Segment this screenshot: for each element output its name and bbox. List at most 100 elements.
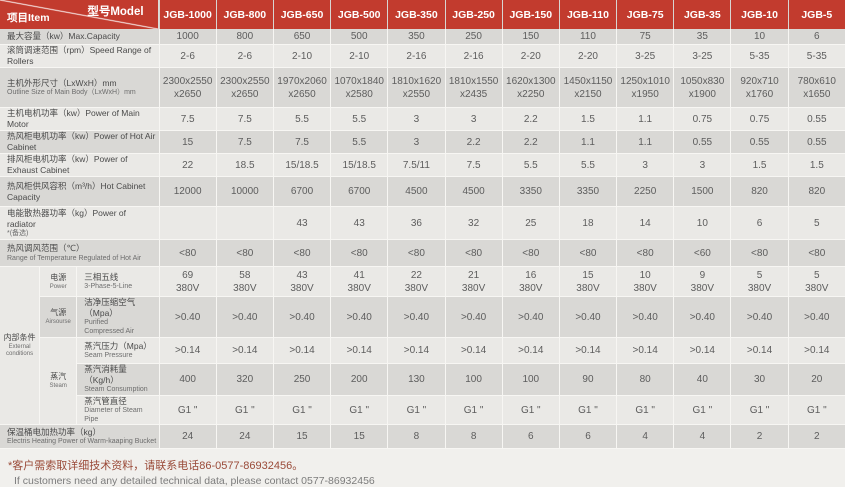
spec-cell: 1970x2060 x2650 [272, 68, 331, 109]
spec-cell: >0.14 [215, 337, 273, 364]
spec-cell [215, 207, 273, 241]
table-row: 气源 Airsourse 洁净压缩空气（Mpa） Purified Compressed… [0, 297, 845, 338]
row-label-line: 保温桶电加热功率（kg） [7, 426, 101, 437]
spec-cell: >0.14 [730, 337, 788, 364]
spec-cell: 1450x1150 x2150 [558, 68, 617, 109]
spec-cell: 2300x2550 x2650 [158, 68, 216, 109]
spec-cell: >0.14 [272, 337, 331, 364]
model-header: JGB-650 [272, 0, 331, 29]
model-header: JGB-35 [673, 0, 731, 29]
model-header: JGB-5 [787, 0, 845, 29]
spec-cell: >0.40 [558, 297, 617, 338]
spec-cell: 1500 [673, 177, 731, 208]
model-header: JGB-250 [444, 0, 502, 29]
spec-cell: <80 [616, 240, 674, 268]
row-label: 滚筒调速范围（rpm）Speed Range of Rollers [0, 45, 159, 69]
spec-cell: 1.1 [616, 108, 674, 132]
spec-cell: 0.55 [673, 131, 731, 155]
spec-cell: <80 [444, 240, 502, 268]
spec-cell: G1 " [158, 395, 216, 426]
spec-cell: 4 [673, 425, 731, 450]
spec-cell: 820 [787, 177, 845, 208]
spec-cell: 21 380V [444, 267, 502, 298]
table-row: 保温桶电加热功率（kg） Electris Heating Power of Wa… [0, 425, 845, 450]
spec-cell: 7.5/11 [387, 154, 445, 178]
row-label-line: Purified [84, 319, 108, 327]
spec-cell: G1 " [215, 395, 273, 426]
spec-cell: 22 [158, 154, 216, 178]
spec-cell: 15 [158, 131, 216, 155]
row-label: 电能散热器功率（kg）Power of radiator *(备选) [0, 207, 159, 241]
spec-cell: >0.14 [330, 337, 388, 364]
spec-cell: 0.55 [787, 108, 845, 132]
row-label: 最大容量（kw）Max.Capacity [0, 29, 159, 45]
spec-cell: 2-6 [215, 45, 273, 69]
spec-cell: >0.40 [272, 297, 331, 338]
spec-cell: <80 [330, 240, 388, 268]
spec-cell: 100 [444, 363, 502, 396]
spec-cell: 69 380V [158, 267, 216, 298]
spec-cell: <80 [730, 240, 788, 268]
row-label-line: 主机电机功率（kw）Power of Main Motor [7, 108, 140, 130]
spec-cell: 4500 [387, 177, 445, 208]
row-label-line: Steam Consumption [84, 386, 148, 394]
spec-cell: 24 [158, 425, 216, 450]
spec-cell: 5.5 [330, 108, 388, 132]
spec-cell: 0.55 [787, 131, 845, 155]
table-row: 蒸汽消耗量（Kg/h） Steam Consumption 400 320 250 200… [0, 363, 845, 396]
group-cell-internal-conditions: 内部条件 External conditions [0, 267, 41, 426]
spec-cell: 3-25 [673, 45, 731, 69]
spec-cell: >0.14 [558, 337, 617, 364]
spec-cell: 1.5 [730, 154, 788, 178]
spec-cell: 5 380V [787, 267, 845, 298]
row-label-line: Outline Size of Main Body（LxWxH）mm [7, 88, 136, 96]
model-header-row: 型号Model 项目Item JGB-1000 JGB-800 JGB-650 JGB… [0, 0, 845, 29]
spec-cell: >0.14 [387, 337, 445, 364]
spec-cell: 40 [673, 363, 731, 396]
subgroup-cell: 电源 Power [40, 267, 78, 298]
subgroup-cell: 蒸汽 Steam [40, 337, 78, 426]
model-header: JGB-500 [330, 0, 388, 29]
model-header: JGB-350 [387, 0, 445, 29]
spec-cell: 5-35 [787, 45, 845, 69]
row-label-line: 洁净压缩空气（Mpa） [84, 297, 136, 319]
spec-cell: 1810x1550 x2435 [444, 68, 502, 109]
table-row: 热风调风范围（℃） Range of Temperature Regulated … [0, 240, 845, 268]
table-row: 蒸汽管直径 Diameter of Steam Pipe G1 " G1 " G1 " G1… [0, 395, 845, 426]
spec-cell: 36 [387, 207, 445, 241]
spec-cell: 1050x830 x1900 [673, 68, 731, 109]
footer-note-english: If customers need any detailed technical… [14, 475, 375, 487]
corner-header-cell: 型号Model 项目Item [0, 0, 159, 29]
spec-cell: 5-35 [730, 45, 788, 69]
spec-cell: 80 [616, 363, 674, 396]
spec-cell: <80 [787, 240, 845, 268]
spec-cell: G1 " [387, 395, 445, 426]
group-label-zh: 电源 [50, 272, 67, 282]
table-row: 主机外形尺寸（LxWxH）mm Outline Size of Main Body… [0, 68, 845, 109]
spec-cell: G1 " [730, 395, 788, 426]
model-header: JGB-75 [616, 0, 674, 29]
spec-cell: 130 [387, 363, 445, 396]
row-label-line: Electris Heating Power of Warm-kaaping B… [7, 438, 157, 445]
spec-cell: >0.40 [215, 297, 273, 338]
spec-cell: 250 [444, 29, 502, 45]
row-label: 蒸汽压力（Mpa） Seam Pressure [77, 337, 159, 364]
spec-cell: G1 " [616, 395, 674, 426]
spec-cell: 820 [730, 177, 788, 208]
spec-cell: 10000 [215, 177, 273, 208]
spec-cell: 7.5 [215, 108, 273, 132]
row-label: 主机电机功率（kw）Power of Main Motor [0, 108, 159, 132]
table-row: 主机电机功率（kw）Power of Main Motor 7.5 7.5 5.5 5.… [0, 108, 845, 132]
spec-cell: 110 [558, 29, 617, 45]
spec-cell: <80 [158, 240, 216, 268]
row-label-line: 排风柜电机功率（kw）Power of Exhaust Cabinet [7, 154, 128, 176]
spec-cell: 0.55 [730, 131, 788, 155]
spec-cell: >0.40 [501, 297, 559, 338]
spec-cell: 3-25 [616, 45, 674, 69]
model-header-label: 型号Model [87, 6, 144, 18]
spec-cell: <80 [558, 240, 617, 268]
spec-cell: 25 [501, 207, 559, 241]
row-label: 三相五线 3-Phase-5-Line [77, 267, 159, 298]
row-label-line: 3-Phase-5-Line [84, 283, 133, 291]
spec-cell: >0.14 [673, 337, 731, 364]
